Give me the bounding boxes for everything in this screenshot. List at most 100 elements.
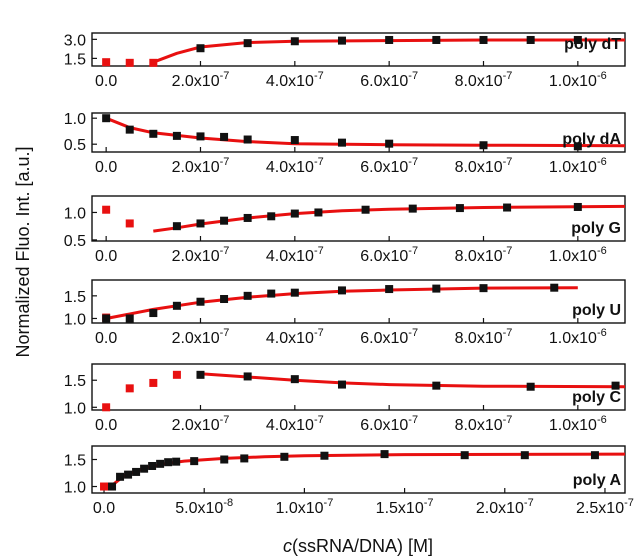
x-tick-label: 1.0x10-7	[275, 497, 333, 517]
data-point	[337, 286, 346, 295]
data-point	[290, 375, 299, 384]
y-tick-label: 1.5	[64, 453, 86, 470]
fit-line	[200, 372, 626, 389]
data-point	[337, 380, 346, 389]
x-tick-label: 1.0x10-6	[549, 414, 607, 434]
data-point	[149, 129, 158, 138]
x-tick-label: 4.0x10-7	[266, 414, 324, 434]
excluded-point	[102, 58, 111, 67]
data-point	[267, 289, 276, 298]
x-tick-label: 6.0x10-7	[360, 156, 418, 176]
y-tick-label: 0.5	[64, 137, 86, 154]
data-point	[220, 295, 229, 304]
data-point	[573, 202, 582, 211]
fit-line	[105, 116, 626, 148]
excluded-point	[125, 384, 134, 393]
x-axis-label-rest: (ssRNA/DNA) [M]	[292, 536, 433, 556]
data-point	[124, 470, 133, 479]
data-point	[385, 35, 394, 44]
panel-frame	[91, 195, 626, 242]
panel-label: poly dA	[562, 131, 621, 148]
x-tick-label: 6.0x10-7	[360, 245, 418, 265]
data-point	[385, 285, 394, 294]
data-point	[196, 297, 205, 306]
data-point	[520, 451, 529, 460]
y-tick-label: 1.0	[64, 400, 86, 417]
x-tick-label: 2.0x10-7	[476, 497, 534, 517]
data-point	[220, 455, 229, 464]
x-tick-label: 8.0x10-7	[455, 327, 513, 347]
data-point	[290, 209, 299, 218]
x-tick-label: 4.0x10-7	[266, 245, 324, 265]
data-point	[503, 203, 512, 212]
data-point	[240, 454, 249, 463]
data-point	[479, 284, 488, 293]
data-point	[290, 37, 299, 46]
panel-label: poly A	[573, 472, 622, 489]
data-point	[243, 135, 252, 144]
x-tick-label: 1.0x10-6	[549, 327, 607, 347]
data-point	[337, 138, 346, 147]
x-tick-label: 0.0	[95, 417, 117, 434]
data-point	[243, 291, 252, 300]
data-point	[172, 131, 181, 140]
data-point	[573, 35, 582, 44]
data-point	[361, 205, 370, 214]
data-point	[432, 35, 441, 44]
x-tick-label: 2.0x10-7	[172, 156, 230, 176]
data-point	[108, 482, 117, 491]
x-tick-label: 2.5x10-7	[576, 497, 634, 517]
data-point	[172, 457, 181, 466]
panel-frame	[91, 445, 626, 494]
panel-frame	[91, 279, 626, 324]
y-tick-label: 1.5	[64, 373, 86, 390]
x-tick-label: 1.0x10-6	[549, 156, 607, 176]
x-tick-label: 6.0x10-7	[360, 70, 418, 90]
y-tick-label: 1.0	[64, 480, 86, 497]
x-tick-label: 2.0x10-7	[172, 414, 230, 434]
x-tick-label: 4.0x10-7	[266, 327, 324, 347]
excluded-point	[125, 58, 134, 67]
x-tick-label: 8.0x10-7	[455, 245, 513, 265]
data-point	[125, 314, 134, 323]
x-tick-label: 2.0x10-7	[172, 327, 230, 347]
data-point	[280, 452, 289, 461]
data-point	[314, 208, 323, 217]
data-point	[125, 125, 134, 134]
fit-line	[152, 38, 625, 64]
data-point	[140, 464, 149, 473]
data-point	[479, 141, 488, 150]
data-point	[156, 459, 165, 468]
x-tick-label: 0.0	[95, 73, 117, 90]
data-point	[408, 204, 417, 213]
x-tick-label: 1.0x10-6	[549, 70, 607, 90]
data-point	[172, 222, 181, 231]
data-point	[590, 451, 599, 460]
data-point	[460, 451, 469, 460]
data-point	[149, 309, 158, 318]
panel-poly-g: 1.0 0.5 0.0 2.0x10-7 4.0x10-7 6.0x10-7 8.0x10-…	[64, 195, 626, 265]
x-tick-label: 6.0x10-7	[360, 327, 418, 347]
data-point	[550, 283, 559, 292]
panel-frame	[91, 112, 626, 153]
y-tick-label: 1.5	[64, 289, 86, 306]
excluded-point	[102, 205, 111, 214]
data-point	[432, 381, 441, 390]
data-point	[380, 450, 389, 459]
x-tick-label: 2.0x10-7	[172, 245, 230, 265]
x-tick-label: 8.0x10-7	[455, 156, 513, 176]
x-tick-label: 0.0	[93, 500, 115, 517]
panel-frame	[91, 363, 626, 411]
data-point	[196, 219, 205, 228]
y-tick-label: 1.0	[64, 311, 86, 328]
data-point	[243, 213, 252, 222]
data-point	[172, 301, 181, 310]
excluded-point	[149, 378, 158, 387]
data-point	[573, 142, 582, 151]
x-tick-label: 1.0x10-6	[549, 245, 607, 265]
y-axis-label: Normalized Fluo. Int. [a.u.]	[13, 146, 33, 357]
data-point	[526, 382, 535, 391]
panel-label: poly U	[572, 302, 621, 319]
data-point	[290, 136, 299, 145]
data-point	[196, 370, 205, 379]
